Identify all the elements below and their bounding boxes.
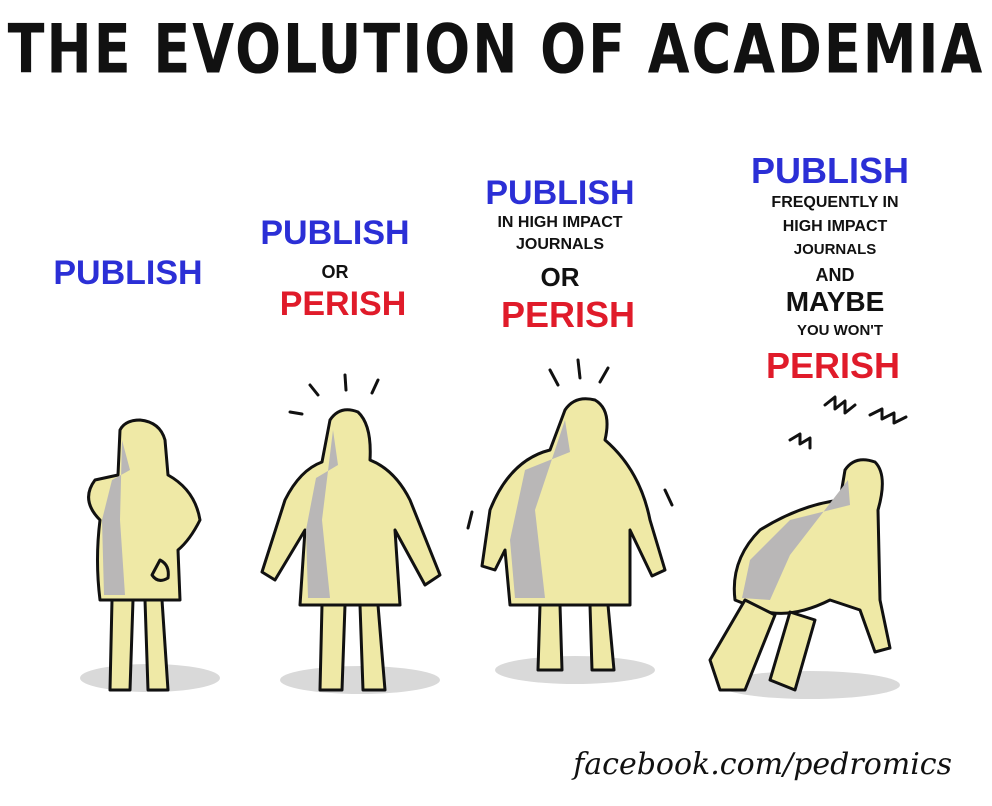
figure-2-shadow [280,666,440,694]
panel-4-line-2: FREQUENTLY IN [771,194,899,211]
panel-2-perish: PERISH [279,285,407,323]
figure-1-hand [150,558,170,582]
figure-3-shadow [495,656,655,684]
figure-4-shade [742,480,850,600]
panel-4-publish: PUBLISH [750,150,909,191]
panel-3-or: OR [540,262,580,292]
figure-3-body [480,397,667,607]
figure-4-legs [708,598,817,692]
panel-1-publish: PUBLISH [53,254,203,292]
panel-3-line-2: IN HIGH IMPACT [497,214,623,231]
figure-1-shade [102,440,130,595]
figure-1 [87,418,202,692]
comic-title: THE EVOLUTION OF ACADEMIA [7,10,985,89]
figure-1-legs [108,598,170,692]
credit-link[interactable]: facebook.com/pedromics [573,747,952,782]
figure-3 [466,358,674,672]
panel-2-or: OR [321,262,349,282]
panel-3-publish: PUBLISH [485,174,635,212]
panel-4-line-3: HIGH IMPACT [782,218,888,235]
figure-2 [260,373,442,692]
figure-2-body [260,408,442,607]
figure-4-dizzy-marks [788,395,908,450]
figure-3-legs [536,603,616,672]
panel-4-maybe: MAYBE [785,286,885,317]
panel-3-perish: PERISH [500,294,636,335]
panel-4-line-4: JOURNALS [793,241,877,258]
panel-3-line-3: JOURNALS [515,236,604,253]
figure-2-alert-marks [288,373,380,416]
figure-4-shadow [720,671,900,699]
panel-4-and: AND [815,265,855,285]
figure-2-legs [318,603,387,692]
panel-4-line-7: YOU WON'T [796,322,884,339]
panel-2-publish: PUBLISH [260,214,410,252]
panel-4-perish: PERISH [765,345,901,386]
figure-3-shade [510,420,570,598]
figure-2-shade [306,430,338,598]
figure-4 [708,395,908,692]
figure-3-alert-marks [466,358,674,530]
